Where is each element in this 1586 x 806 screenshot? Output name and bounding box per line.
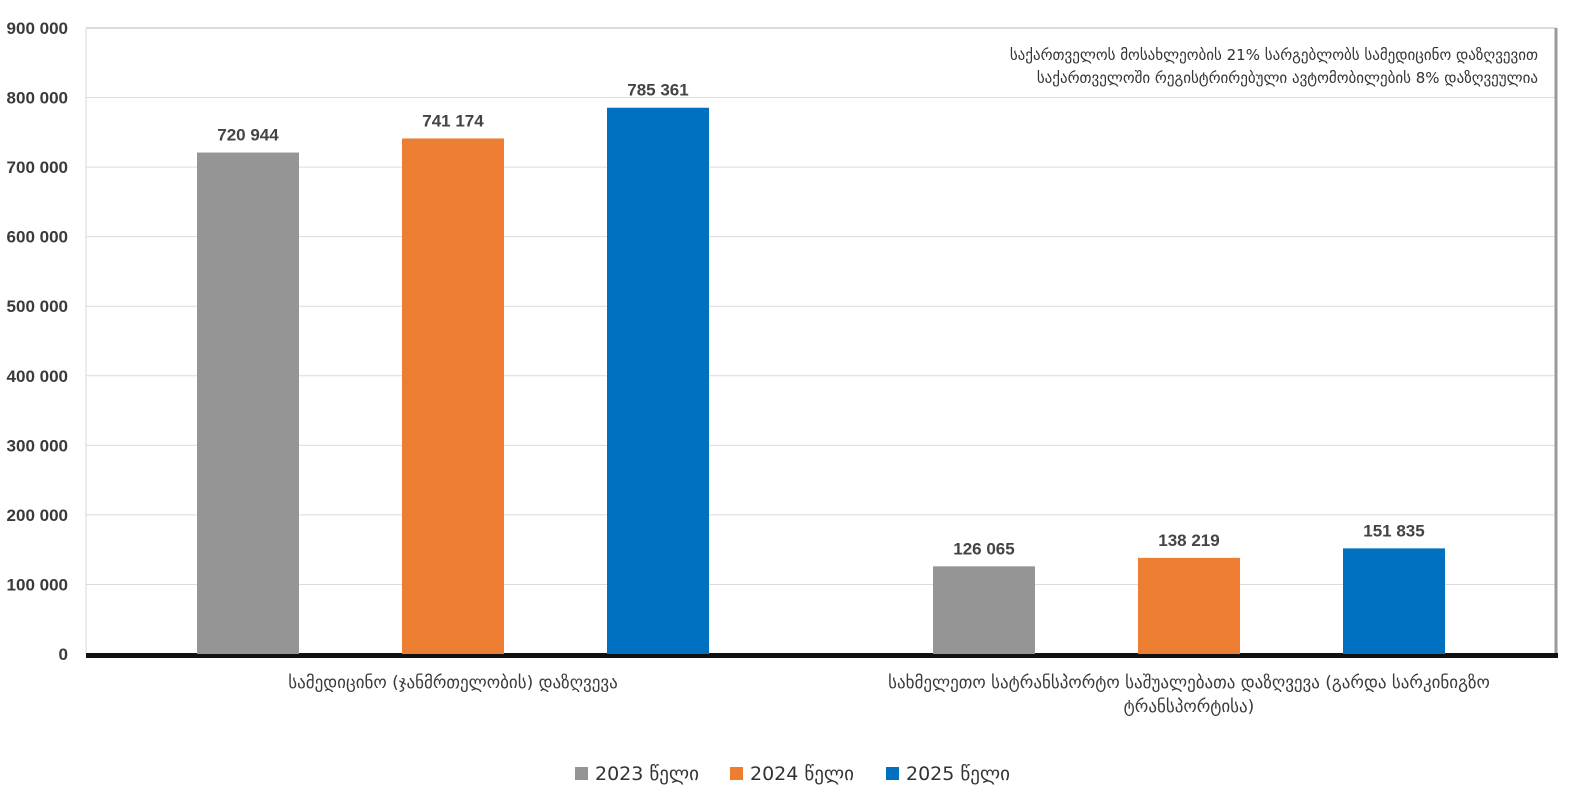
bar-2023-cat2 (933, 566, 1035, 654)
y-tick-label: 800 000 (7, 89, 68, 108)
plot-frame (85, 27, 1558, 658)
annotation-line-1: საქართველოს მოსახლეობის 21% სარგებლობს ს… (1010, 46, 1538, 64)
legend-swatch (886, 767, 899, 780)
bar-2025-cat1 (607, 107, 709, 654)
y-tick-label: 500 000 (7, 297, 68, 316)
data-label: 126 065 (953, 539, 1014, 558)
y-tick-label: 300 000 (7, 436, 68, 455)
x-axis-baseline (86, 653, 1558, 658)
category-label: სამედიცინო (ჯანმრთელობის) დაზღვევა (288, 673, 618, 693)
y-tick-label: 200 000 (7, 506, 68, 525)
bars (197, 107, 1445, 655)
bar-2023-cat1 (197, 152, 299, 654)
y-tick-label: 600 000 (7, 228, 68, 247)
legend-label: 2024 წელი (750, 763, 854, 785)
bar-2024-cat2 (1138, 557, 1240, 654)
y-axis-ticks: 0 100 000 200 000 300 000 400 000 500 000 600 … (7, 19, 68, 664)
gridlines (86, 27, 1556, 585)
legend: 2023 წელი 2024 წელი 2025 წელი (575, 763, 1010, 785)
legend-swatch (730, 767, 743, 780)
data-label: 741 174 (422, 111, 484, 130)
x-axis-categories: სამედიცინო (ჯანმრთელობის) დაზღვევა სახმელ… (288, 673, 1490, 717)
data-labels: 720 944 126 065 741 174 138 219 785 361 151 8… (217, 81, 1424, 559)
bar-2024-cat1 (402, 138, 504, 655)
bar-2025-cat2 (1343, 548, 1445, 654)
category-label: სახმელეთო სატრანსპორტო საშუალებათა დაზღვ… (888, 673, 1490, 693)
data-label: 151 835 (1363, 521, 1424, 540)
annotation-line-2: საქართველოში რეგისტრირებული ავტომობილები… (1037, 69, 1538, 87)
y-tick-label: 700 000 (7, 158, 68, 177)
legend-label: 2025 წელი (906, 763, 1010, 785)
data-label: 720 944 (217, 126, 279, 145)
y-tick-label: 400 000 (7, 367, 68, 386)
y-tick-label: 100 000 (7, 575, 68, 594)
y-tick-label: 0 (59, 645, 68, 664)
data-label: 785 361 (627, 81, 688, 100)
legend-swatch (575, 767, 588, 780)
category-label: ტრანსპორტისა) (1124, 697, 1255, 717)
legend-label: 2023 წელი (595, 763, 699, 785)
y-tick-label: 900 000 (7, 19, 68, 38)
data-label: 138 219 (1158, 531, 1219, 550)
